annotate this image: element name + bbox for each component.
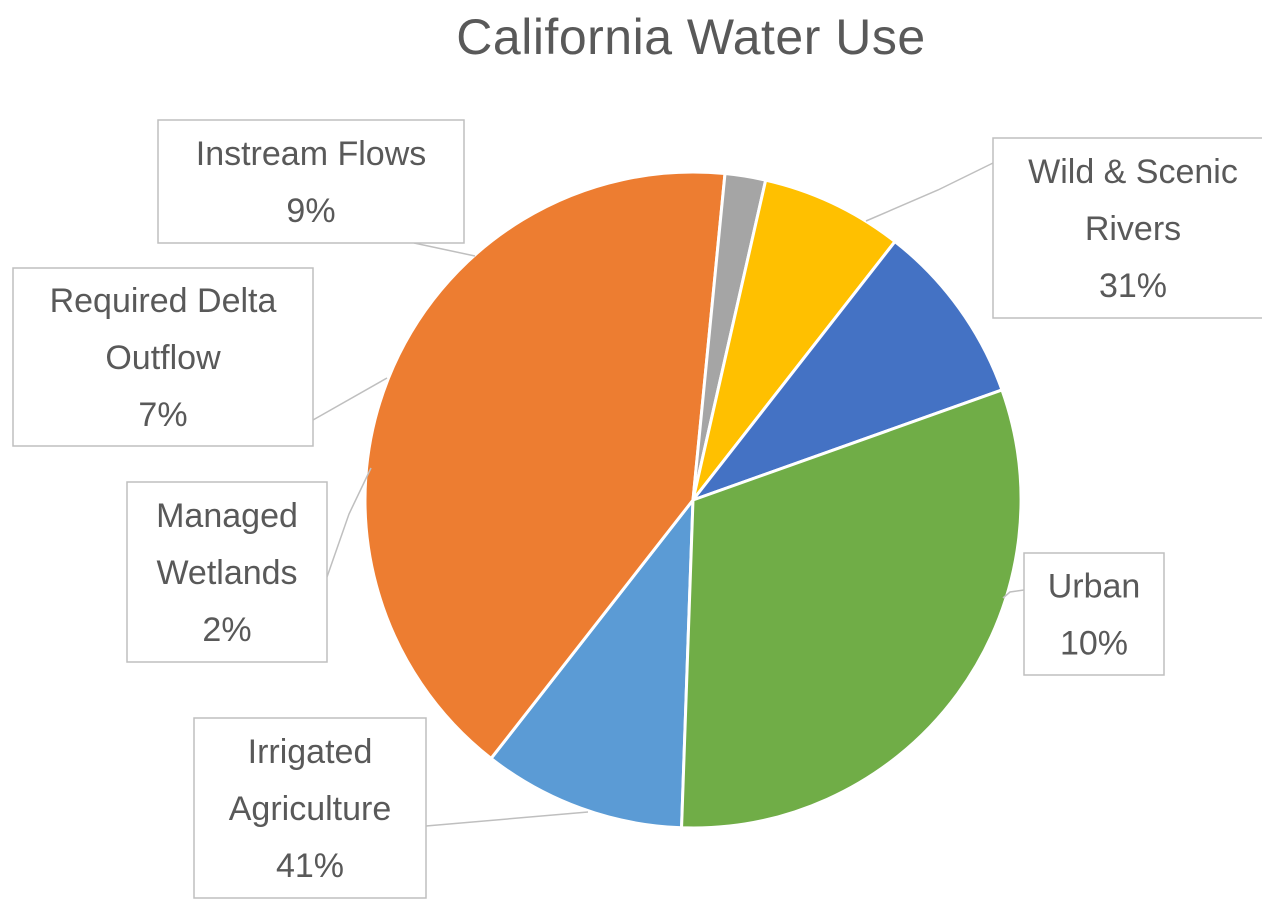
data-label-irrigated-agriculture: Irrigated Agriculture 41% bbox=[193, 717, 427, 899]
leader-line-wild-and-scenic-rivers bbox=[865, 162, 994, 222]
data-label-name: Required Delta bbox=[50, 282, 277, 320]
pie-slice-irrigated-agriculture bbox=[363, 170, 727, 760]
leader-line-urban bbox=[1002, 589, 1025, 599]
pie-slice-urban bbox=[489, 498, 695, 830]
data-label-managed-wetlands: Managed Wetlands 2% bbox=[126, 481, 328, 663]
data-label-box bbox=[193, 717, 427, 899]
data-label-value: 2% bbox=[202, 611, 251, 649]
data-label-name: Outflow bbox=[105, 339, 221, 377]
data-label-instream-flows: Instream Flows 9% bbox=[157, 119, 465, 244]
data-label-value: 31% bbox=[1099, 267, 1167, 305]
data-label-name: Wetlands bbox=[156, 554, 297, 592]
chart-title: California Water Use bbox=[456, 9, 926, 65]
data-label-value: 9% bbox=[286, 192, 335, 230]
pie-slice-required-delta-outflow bbox=[691, 178, 897, 502]
leader-line-managed-wetlands bbox=[326, 467, 372, 578]
data-label-name: Instream Flows bbox=[196, 135, 427, 173]
leader-line-irrigated-agriculture bbox=[425, 811, 589, 827]
data-label-box bbox=[157, 119, 465, 244]
data-label-name: Urban bbox=[1048, 568, 1141, 606]
leader-line-required-delta-outflow bbox=[312, 377, 388, 421]
data-label-box bbox=[126, 481, 328, 663]
data-label-box bbox=[992, 137, 1262, 319]
data-label-name: Rivers bbox=[1085, 210, 1181, 248]
leader-line-instream-flows bbox=[413, 242, 476, 257]
pie-slice-wild-and-scenic-rivers bbox=[680, 388, 1023, 830]
pie-slice-instream-flows bbox=[691, 240, 1004, 502]
data-label-value: 7% bbox=[138, 396, 187, 434]
data-label-name: Wild & Scenic bbox=[1028, 153, 1238, 191]
data-label-box bbox=[1023, 552, 1165, 676]
data-label-box bbox=[12, 267, 314, 447]
data-label-name: Agriculture bbox=[229, 790, 392, 828]
data-label-wild-and-scenic-rivers: Wild & Scenic Rivers 31% bbox=[992, 137, 1262, 319]
data-label-name: Irrigated bbox=[248, 733, 373, 771]
data-label-urban: Urban 10% bbox=[1023, 552, 1165, 676]
data-label-value: 41% bbox=[276, 847, 344, 885]
data-label-required-delta-outflow: Required Delta Outflow 7% bbox=[12, 267, 314, 447]
data-label-value: 10% bbox=[1060, 625, 1128, 663]
data-label-name: Managed bbox=[156, 497, 298, 535]
